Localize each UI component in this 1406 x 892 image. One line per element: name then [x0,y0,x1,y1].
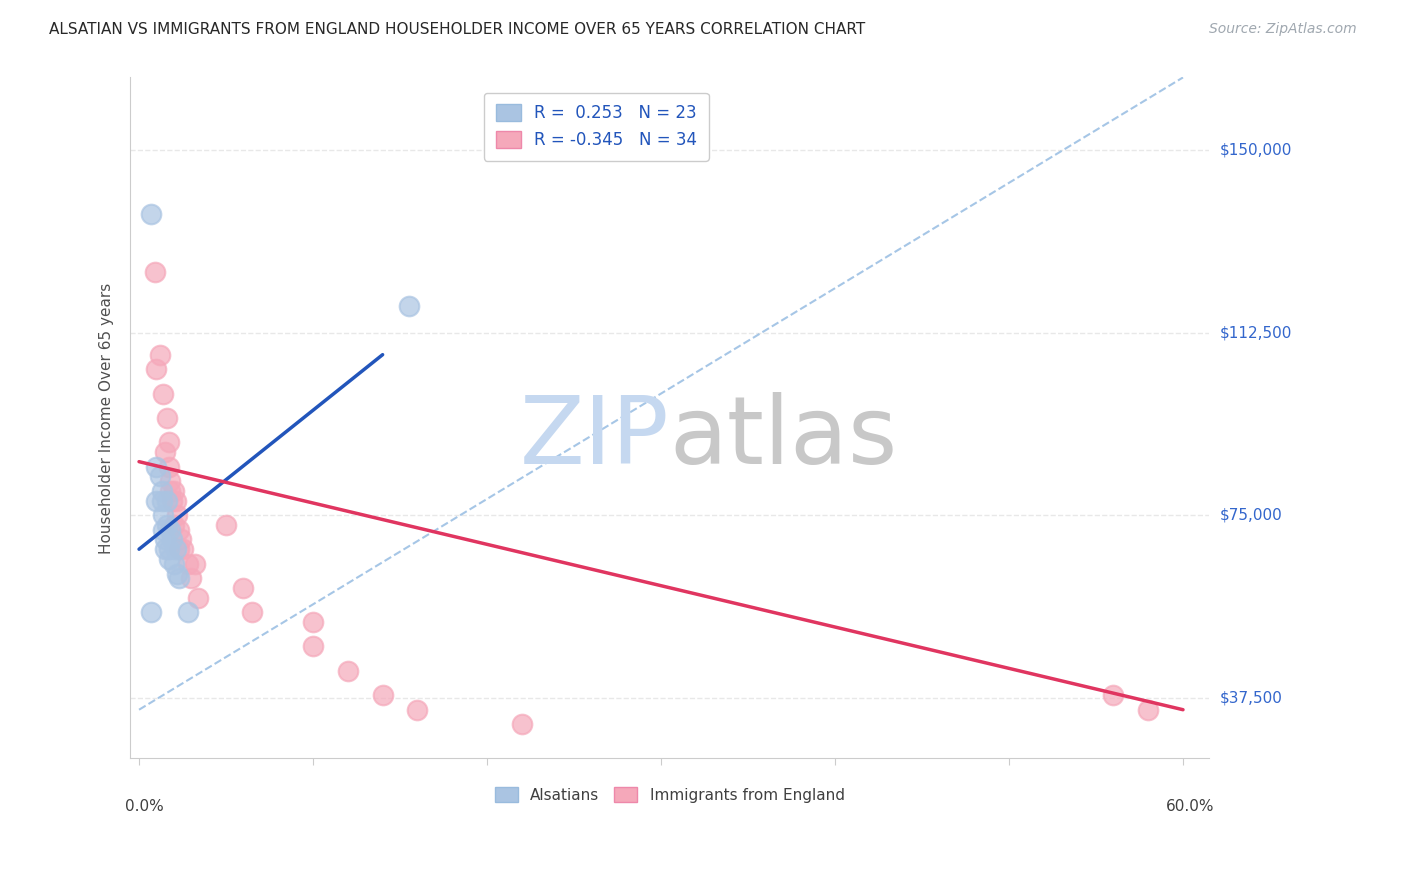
Point [152,508,174,523]
Point [183,557,205,571]
Point [141,606,163,620]
Point [167,571,190,585]
Point [149,469,172,483]
Point [150,483,173,498]
Point [150,493,173,508]
Point [156,517,179,532]
Point [163,517,186,532]
Point [215,517,238,532]
Point [177,606,200,620]
Point [157,459,180,474]
Point [153,533,176,547]
Point [336,664,359,678]
Point [153,445,176,459]
Point [156,493,179,508]
Point [177,557,200,571]
Text: $150,000: $150,000 [1220,143,1292,158]
Point [166,508,188,523]
Point [159,483,181,498]
Text: ZIP: ZIP [520,392,669,484]
Point [159,523,181,537]
Point [145,362,167,376]
Text: ALSATIAN VS IMMIGRANTS FROM ENGLAND HOUSEHOLDER INCOME OVER 65 YEARS CORRELATION: ALSATIAN VS IMMIGRANTS FROM ENGLAND HOUS… [49,22,866,37]
Point [149,348,172,362]
Point [398,299,420,313]
Text: $75,000: $75,000 [1220,508,1282,523]
Point [145,459,167,474]
Y-axis label: Householder Income Over 65 years: Householder Income Over 65 years [100,282,114,554]
Point [156,410,179,425]
Point [159,474,181,488]
Text: $112,500: $112,500 [1220,326,1292,340]
Point [172,542,194,557]
Point [160,493,183,508]
Point [152,386,174,401]
Point [163,557,186,571]
Text: 60.0%: 60.0% [1166,799,1215,814]
Point [165,493,187,508]
Point [145,493,167,508]
Point [510,717,533,731]
Point [406,703,429,717]
Point [141,206,163,220]
Point [167,542,190,557]
Point [163,483,186,498]
Text: atlas: atlas [669,392,898,484]
Point [170,533,193,547]
Point [166,566,188,581]
Point [180,571,202,585]
Text: $37,500: $37,500 [1220,690,1284,705]
Point [160,533,183,547]
Point [187,591,209,605]
Point [167,523,190,537]
Point [143,265,166,279]
Point [157,542,180,557]
Text: 0.0%: 0.0% [125,799,163,814]
Point [240,606,263,620]
Point [1137,703,1160,717]
Point [153,542,176,557]
Point [371,688,394,702]
Point [165,542,187,557]
Point [157,435,180,450]
Point [232,581,254,595]
Legend: Alsatians, Immigrants from England: Alsatians, Immigrants from England [485,778,853,812]
Point [152,523,174,537]
Point [302,615,325,629]
Point [1102,688,1125,702]
Point [157,552,180,566]
Point [302,640,325,654]
Text: Source: ZipAtlas.com: Source: ZipAtlas.com [1209,22,1357,37]
